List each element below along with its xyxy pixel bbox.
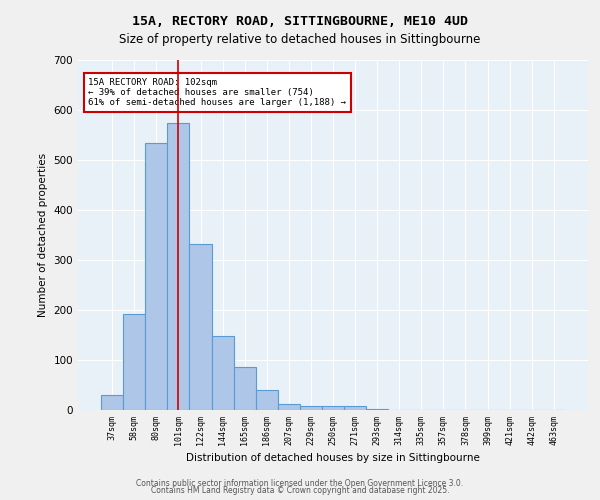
Bar [322, 406, 344, 410]
X-axis label: Distribution of detached houses by size in Sittingbourne: Distribution of detached houses by size … [186, 453, 480, 463]
Bar [233, 366, 256, 410]
Text: Contains HM Land Registry data © Crown copyright and database right 2025.: Contains HM Land Registry data © Crown c… [151, 486, 449, 495]
Bar [278, 404, 300, 410]
Bar [256, 390, 278, 410]
Bar [300, 406, 322, 410]
Bar [123, 314, 145, 410]
Text: 15A, RECTORY ROAD, SITTINGBOURNE, ME10 4UD: 15A, RECTORY ROAD, SITTINGBOURNE, ME10 4… [132, 15, 468, 28]
Text: Contains public sector information licensed under the Open Government Licence 3.: Contains public sector information licen… [136, 478, 464, 488]
Bar [167, 122, 190, 410]
Bar [190, 244, 212, 410]
Text: Size of property relative to detached houses in Sittingbourne: Size of property relative to detached ho… [119, 32, 481, 46]
Bar [101, 395, 123, 410]
Bar [366, 408, 388, 410]
Bar [212, 336, 233, 410]
Text: 15A RECTORY ROAD: 102sqm
← 39% of detached houses are smaller (754)
61% of semi-: 15A RECTORY ROAD: 102sqm ← 39% of detach… [88, 78, 346, 108]
Bar [344, 406, 366, 410]
Bar [145, 142, 167, 410]
Y-axis label: Number of detached properties: Number of detached properties [38, 153, 48, 317]
